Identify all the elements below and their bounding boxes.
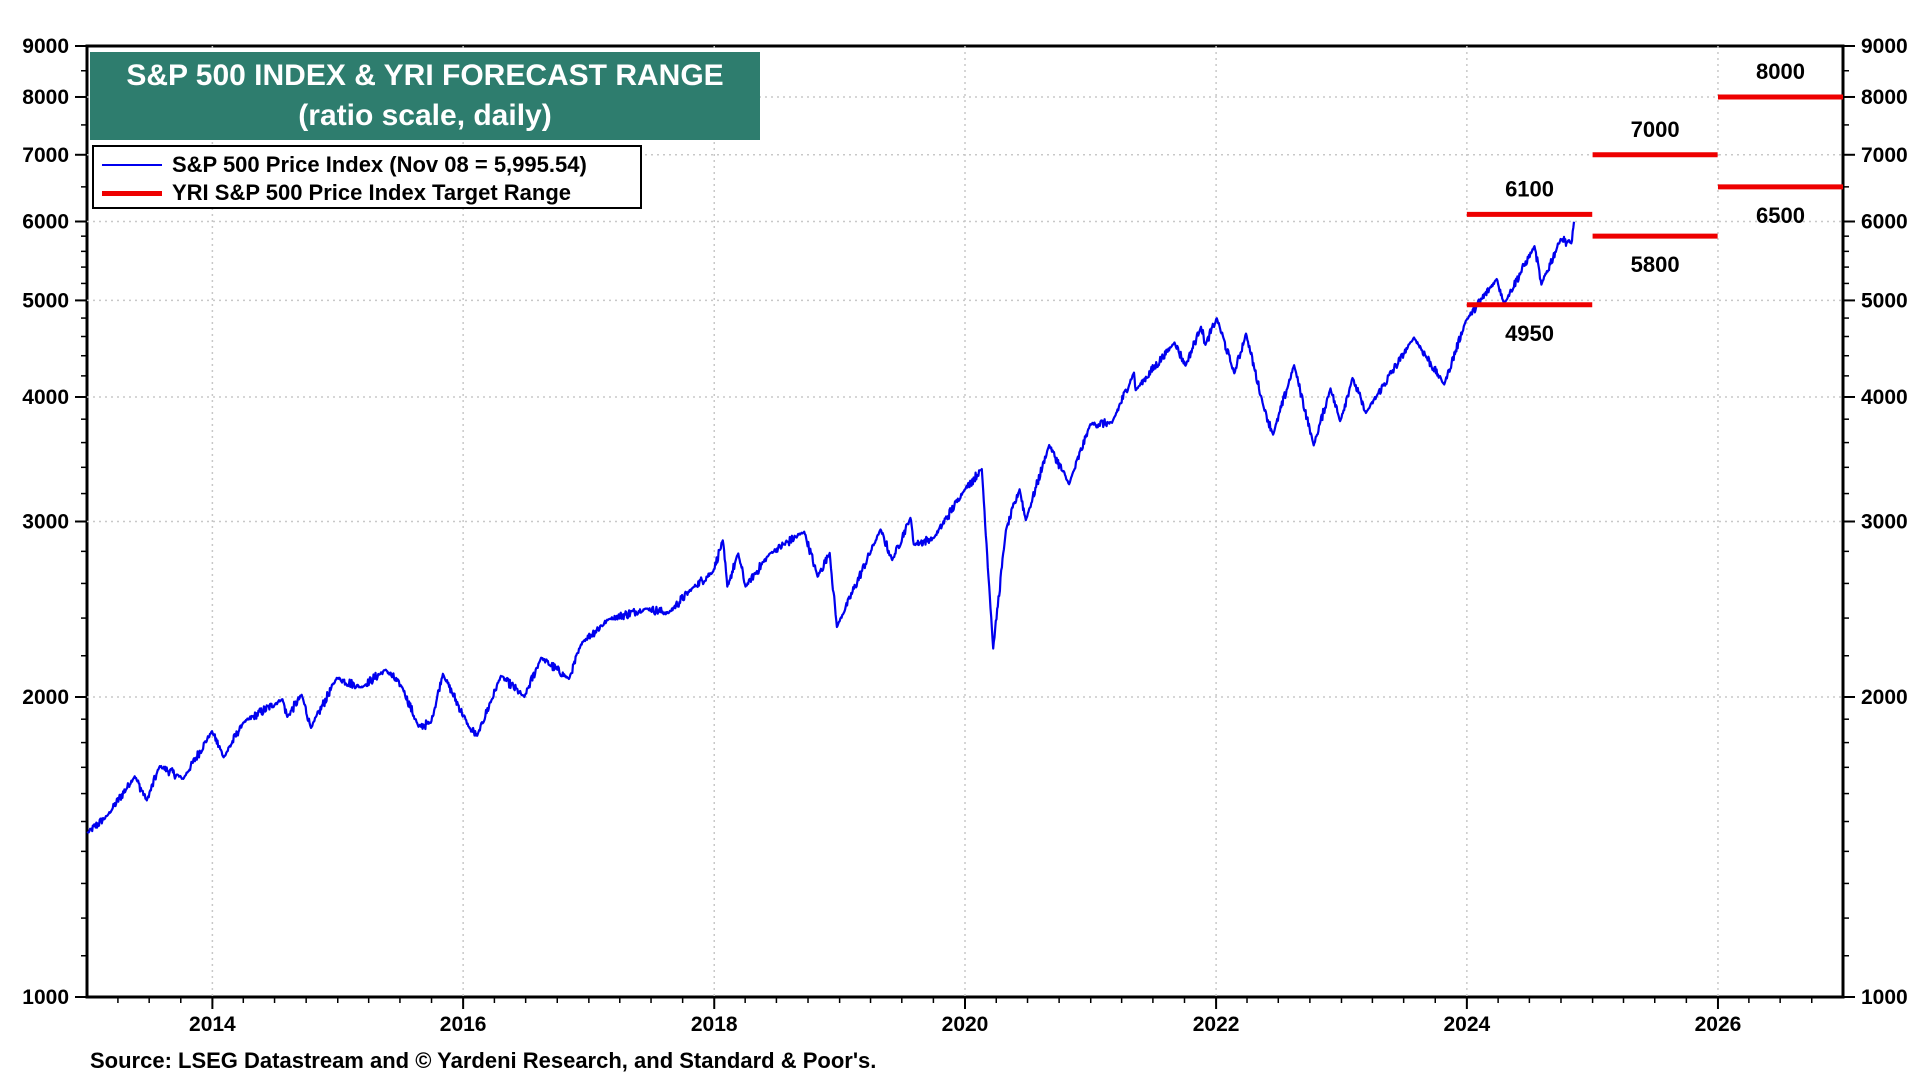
series-line-sp500 — [86, 221, 1576, 834]
target-range-low-label: 4950 — [1505, 321, 1554, 346]
x-tick-label: 2016 — [440, 1013, 487, 1036]
target-range-layer: 4950 6100 5800 7000 6500 8000 — [1466, 59, 1843, 346]
target-range-low-label: 5800 — [1631, 252, 1680, 277]
y-tick-label-right: 3000 — [1861, 511, 1908, 534]
y-tick-label-left: 5000 — [22, 289, 69, 312]
y-axis-labels: 1000 1000 2000 2000 3000 3000 4000 4000 5000 5000… — [22, 35, 1907, 1009]
x-axis-labels: 2014 2016 2018 2020 2022 2024 2026 — [189, 1013, 1741, 1036]
y-tick-label-left: 8000 — [22, 86, 69, 109]
y-tick-label-right: 6000 — [1861, 210, 1908, 233]
y-tick-label-right: 2000 — [1861, 686, 1908, 709]
y-tick-label-right: 5000 — [1861, 289, 1908, 312]
series-layer — [86, 221, 1576, 834]
y-tick-label-left: 4000 — [22, 386, 69, 409]
axis-ticks — [75, 45, 1855, 1009]
y-tick-label-left: 3000 — [22, 511, 69, 534]
target-range-high-label: 7000 — [1631, 117, 1680, 142]
x-tick-label: 2014 — [189, 1013, 236, 1036]
legend-swatch-sp500 — [102, 164, 162, 166]
legend-swatch-target-range — [102, 190, 162, 196]
chart-title: S&P 500 INDEX & YRI FORECAST RANGE — [126, 59, 724, 92]
x-tick-label: 2022 — [1193, 1013, 1240, 1036]
x-tick-label: 2018 — [691, 1013, 738, 1036]
legend-item-target-range: YRI S&P 500 Price Index Target Range — [102, 180, 571, 206]
legend-item-sp500: S&P 500 Price Index (Nov 08 = 5,995.54) — [102, 152, 587, 178]
target-range-high-label: 8000 — [1756, 59, 1805, 84]
chart-title-box: S&P 500 INDEX & YRI FORECAST RANGE (rati… — [90, 52, 760, 140]
y-tick-label-left: 9000 — [22, 35, 69, 58]
target-range-high-label: 6100 — [1505, 176, 1554, 201]
x-tick-label: 2026 — [1695, 1013, 1742, 1036]
legend-label-sp500: S&P 500 Price Index (Nov 08 = 5,995.54) — [172, 152, 587, 177]
y-tick-label-left: 2000 — [22, 686, 69, 709]
source-note: Source: LSEG Datastream and © Yardeni Re… — [90, 1048, 877, 1073]
legend: S&P 500 Price Index (Nov 08 = 5,995.54) … — [92, 145, 642, 209]
y-tick-label-right: 8000 — [1861, 86, 1908, 109]
legend-label-target-range: YRI S&P 500 Price Index Target Range — [172, 180, 572, 205]
y-tick-label-left: 1000 — [22, 986, 69, 1009]
grid — [87, 46, 1843, 997]
x-tick-label: 2024 — [1444, 1013, 1491, 1036]
y-tick-label-right: 7000 — [1861, 144, 1908, 167]
y-tick-label-right: 1000 — [1861, 986, 1908, 1009]
target-range-low-label: 6500 — [1756, 203, 1805, 228]
chart-subtitle: (ratio scale, daily) — [298, 99, 552, 132]
y-tick-label-right: 4000 — [1861, 386, 1908, 409]
y-tick-label-right: 9000 — [1861, 35, 1908, 58]
x-tick-label: 2020 — [942, 1013, 989, 1036]
y-tick-label-left: 6000 — [22, 210, 69, 233]
y-tick-label-left: 7000 — [22, 144, 69, 167]
